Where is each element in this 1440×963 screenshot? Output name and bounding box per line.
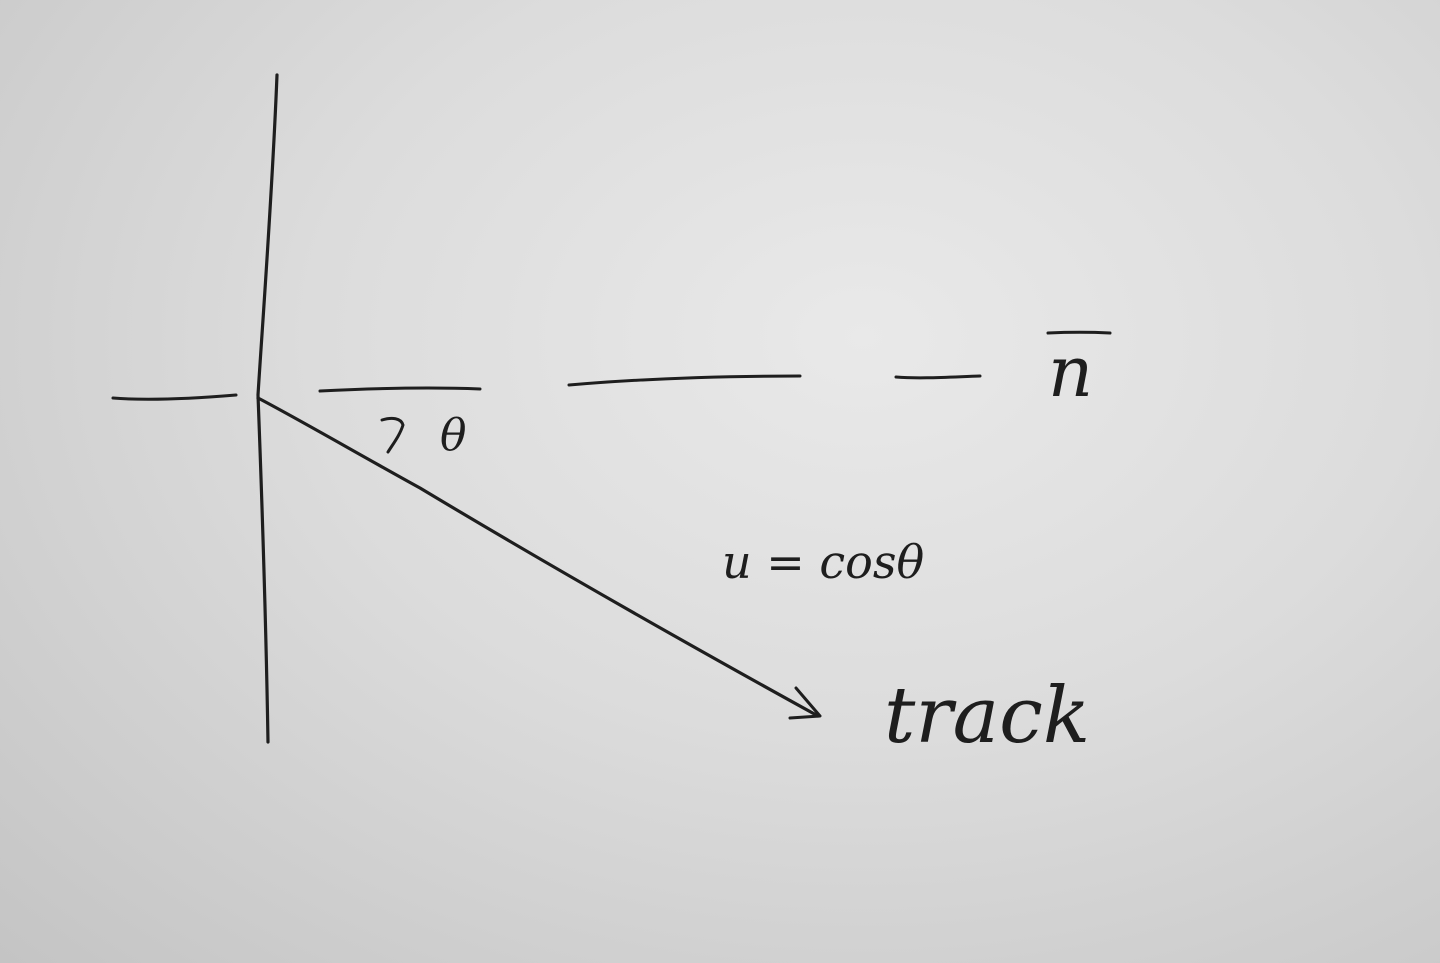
- left-horizontal-stroke: [111, 393, 238, 401]
- equation-label: u = cosθ: [722, 535, 924, 589]
- normal-label: n: [1048, 331, 1093, 413]
- angle-arc-mark: [380, 416, 405, 454]
- track-arrowhead-icon: [788, 686, 822, 720]
- normal-overbar: [1046, 330, 1112, 335]
- vertical-boundary-line: [256, 73, 279, 744]
- normal-dash-3: [894, 374, 982, 380]
- track-arrow-shaft: [256, 396, 820, 718]
- normal-dash-1: [318, 386, 482, 393]
- angle-label: θ: [440, 410, 467, 461]
- normal-dash-2: [567, 374, 802, 387]
- track-label: track: [884, 671, 1090, 761]
